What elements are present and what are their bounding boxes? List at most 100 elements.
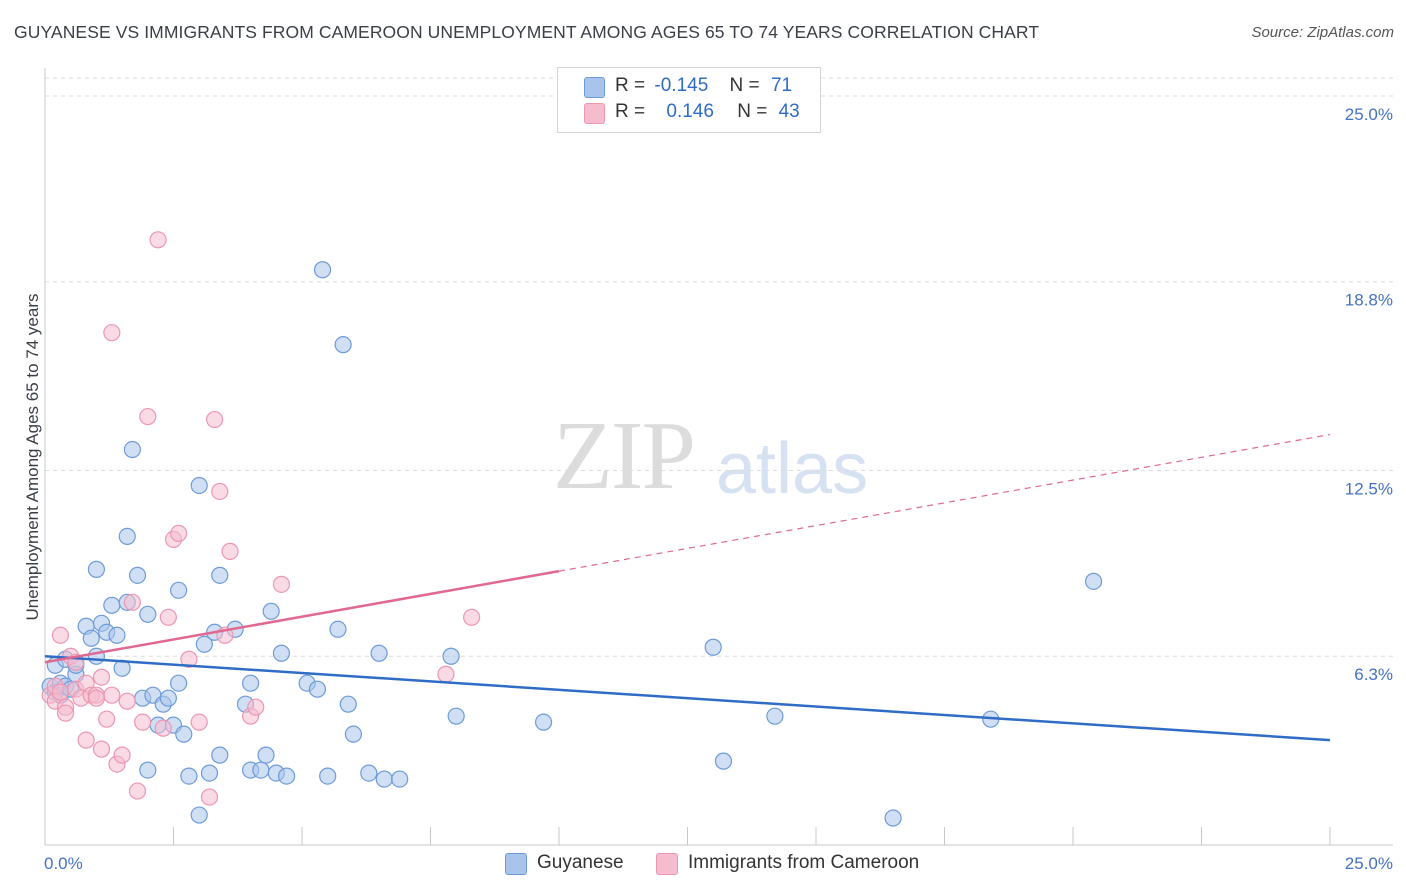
guyanese-point-62 <box>375 770 393 788</box>
guyanese-point-54 <box>313 261 332 279</box>
cameroon-trend-line-solid <box>44 569 560 664</box>
legend-text-cameroon: R = 0.146 N = 43 <box>615 101 800 123</box>
cameroon-point-20 <box>103 686 121 704</box>
guyanese-point-69 <box>766 707 784 725</box>
guyanese-point-31 <box>170 581 188 599</box>
cameroon-point-37 <box>211 482 229 501</box>
guyanese-point-53 <box>308 680 327 698</box>
n-label: N = <box>729 75 760 96</box>
cameroon-point-12 <box>77 731 95 749</box>
guyanese-point-16 <box>103 596 121 614</box>
cameroon-point-15 <box>87 689 106 707</box>
cameroon-point-33 <box>180 650 198 668</box>
guyanese-point-22 <box>128 566 147 584</box>
guyanese-point-11 <box>82 629 100 647</box>
guyanese-points <box>41 261 1103 827</box>
guyanese-point-37 <box>195 635 213 653</box>
cameroon-point-24 <box>123 593 141 611</box>
guyanese-point-45 <box>242 674 260 692</box>
n-value-cameroon: 43 <box>778 101 800 122</box>
guyanese-point-58 <box>339 695 357 713</box>
guyanese-point-50 <box>272 644 291 662</box>
cameroon-legend-swatch <box>656 853 678 875</box>
cameroon-point-32 <box>170 524 188 543</box>
guyanese-point-67 <box>704 638 722 656</box>
r-value-cameroon: 0.146 <box>666 101 714 122</box>
cameroon-point-42 <box>272 575 291 593</box>
guyanese-point-33 <box>175 725 193 743</box>
guyanese-point-38 <box>200 764 219 782</box>
y-tick-label-0: 6.3% <box>1354 665 1393 684</box>
y-tick-labels: 6.3% 12.5% 18.8% 25.0% <box>1345 105 1393 684</box>
cameroon-point-44 <box>437 665 455 683</box>
guyanese-point-32 <box>170 674 188 692</box>
guyanese-point-55 <box>319 767 337 785</box>
cameroon-point-41 <box>247 698 265 716</box>
x-tick-label-max: 25.0% <box>1345 854 1393 873</box>
guyanese-point-29 <box>159 689 177 707</box>
guyanese-point-20 <box>118 527 136 546</box>
x-tick-label-min: 0.0% <box>44 854 83 873</box>
guyanese-point-21 <box>123 440 141 459</box>
cameroon-legend-label: Immigrants from Cameroon <box>688 852 920 873</box>
cameroon-point-26 <box>134 713 152 731</box>
guyanese-point-61 <box>370 644 388 662</box>
guyanese-point-60 <box>360 764 378 782</box>
cameroon-swatch <box>584 103 605 124</box>
cameroon-point-6 <box>56 704 75 722</box>
cameroon-point-43 <box>463 608 481 626</box>
chart-title: GUYANESE VS IMMIGRANTS FROM CAMEROON UNE… <box>14 22 1040 42</box>
cameroon-point-27 <box>139 407 157 426</box>
guyanese-point-59 <box>344 725 362 743</box>
guyanese-point-25 <box>139 761 157 779</box>
cameroon-point-19 <box>103 324 121 342</box>
guyanese-point-65 <box>447 707 465 725</box>
source-label: Source: ZipAtlas.com <box>1251 24 1394 41</box>
watermark-zip: ZIP <box>553 402 696 510</box>
guyanese-point-34 <box>180 767 198 785</box>
guyanese-point-48 <box>262 602 280 620</box>
r-label: R = <box>615 75 646 96</box>
r-value-guyanese: -0.145 <box>654 75 709 96</box>
r-label: R = <box>615 101 646 122</box>
cameroon-point-36 <box>206 410 224 429</box>
cameroon-point-3 <box>51 626 70 644</box>
axis-layer <box>44 68 1393 846</box>
guyanese-point-41 <box>211 566 229 584</box>
guyanese-point-35 <box>190 476 208 495</box>
cameroon-point-29 <box>154 719 172 737</box>
guyanese-point-24 <box>139 605 157 623</box>
cameroon-point-17 <box>92 668 111 686</box>
guyanese-point-47 <box>257 746 275 764</box>
cameroon-point-30 <box>159 608 177 626</box>
cameroon-point-23 <box>118 692 136 710</box>
cameroon-point-16 <box>92 740 111 758</box>
guyanese-swatch <box>584 77 605 98</box>
y-axis-label: Unemployment Among Ages 65 to 74 years <box>23 294 42 621</box>
guyanese-point-17 <box>108 626 126 644</box>
cameroon-point-4 <box>51 683 70 701</box>
y-tick-label-1: 12.5% <box>1345 479 1393 498</box>
guyanese-point-46 <box>252 761 270 779</box>
cameroon-trend-line-dashed <box>558 433 1331 572</box>
y-tick-label-2: 18.8% <box>1345 291 1393 310</box>
guyanese-point-40 <box>211 746 229 764</box>
watermark-atlas: atlas <box>716 429 869 509</box>
guyanese-point-51 <box>277 767 296 785</box>
correlation-legend: R = -0.145 N = 71 R = 0.146 N = 43 <box>557 67 821 133</box>
cameroon-point-18 <box>98 710 116 728</box>
cameroon-point-22 <box>113 746 131 764</box>
guyanese-point-63 <box>391 770 409 788</box>
n-value-guyanese: 71 <box>770 75 793 96</box>
cameroon-point-34 <box>190 713 208 731</box>
cameroon-point-25 <box>128 782 147 800</box>
trend-layer <box>44 433 1331 742</box>
grid-layer <box>45 77 1393 657</box>
guyanese-point-12 <box>87 560 106 578</box>
cameroon-points <box>41 231 481 806</box>
cameroon-point-39 <box>221 542 239 560</box>
legend-text-guyanese: R = -0.145 N = 71 <box>615 75 792 97</box>
guyanese-point-68 <box>714 752 733 770</box>
cameroon-point-35 <box>200 788 219 806</box>
